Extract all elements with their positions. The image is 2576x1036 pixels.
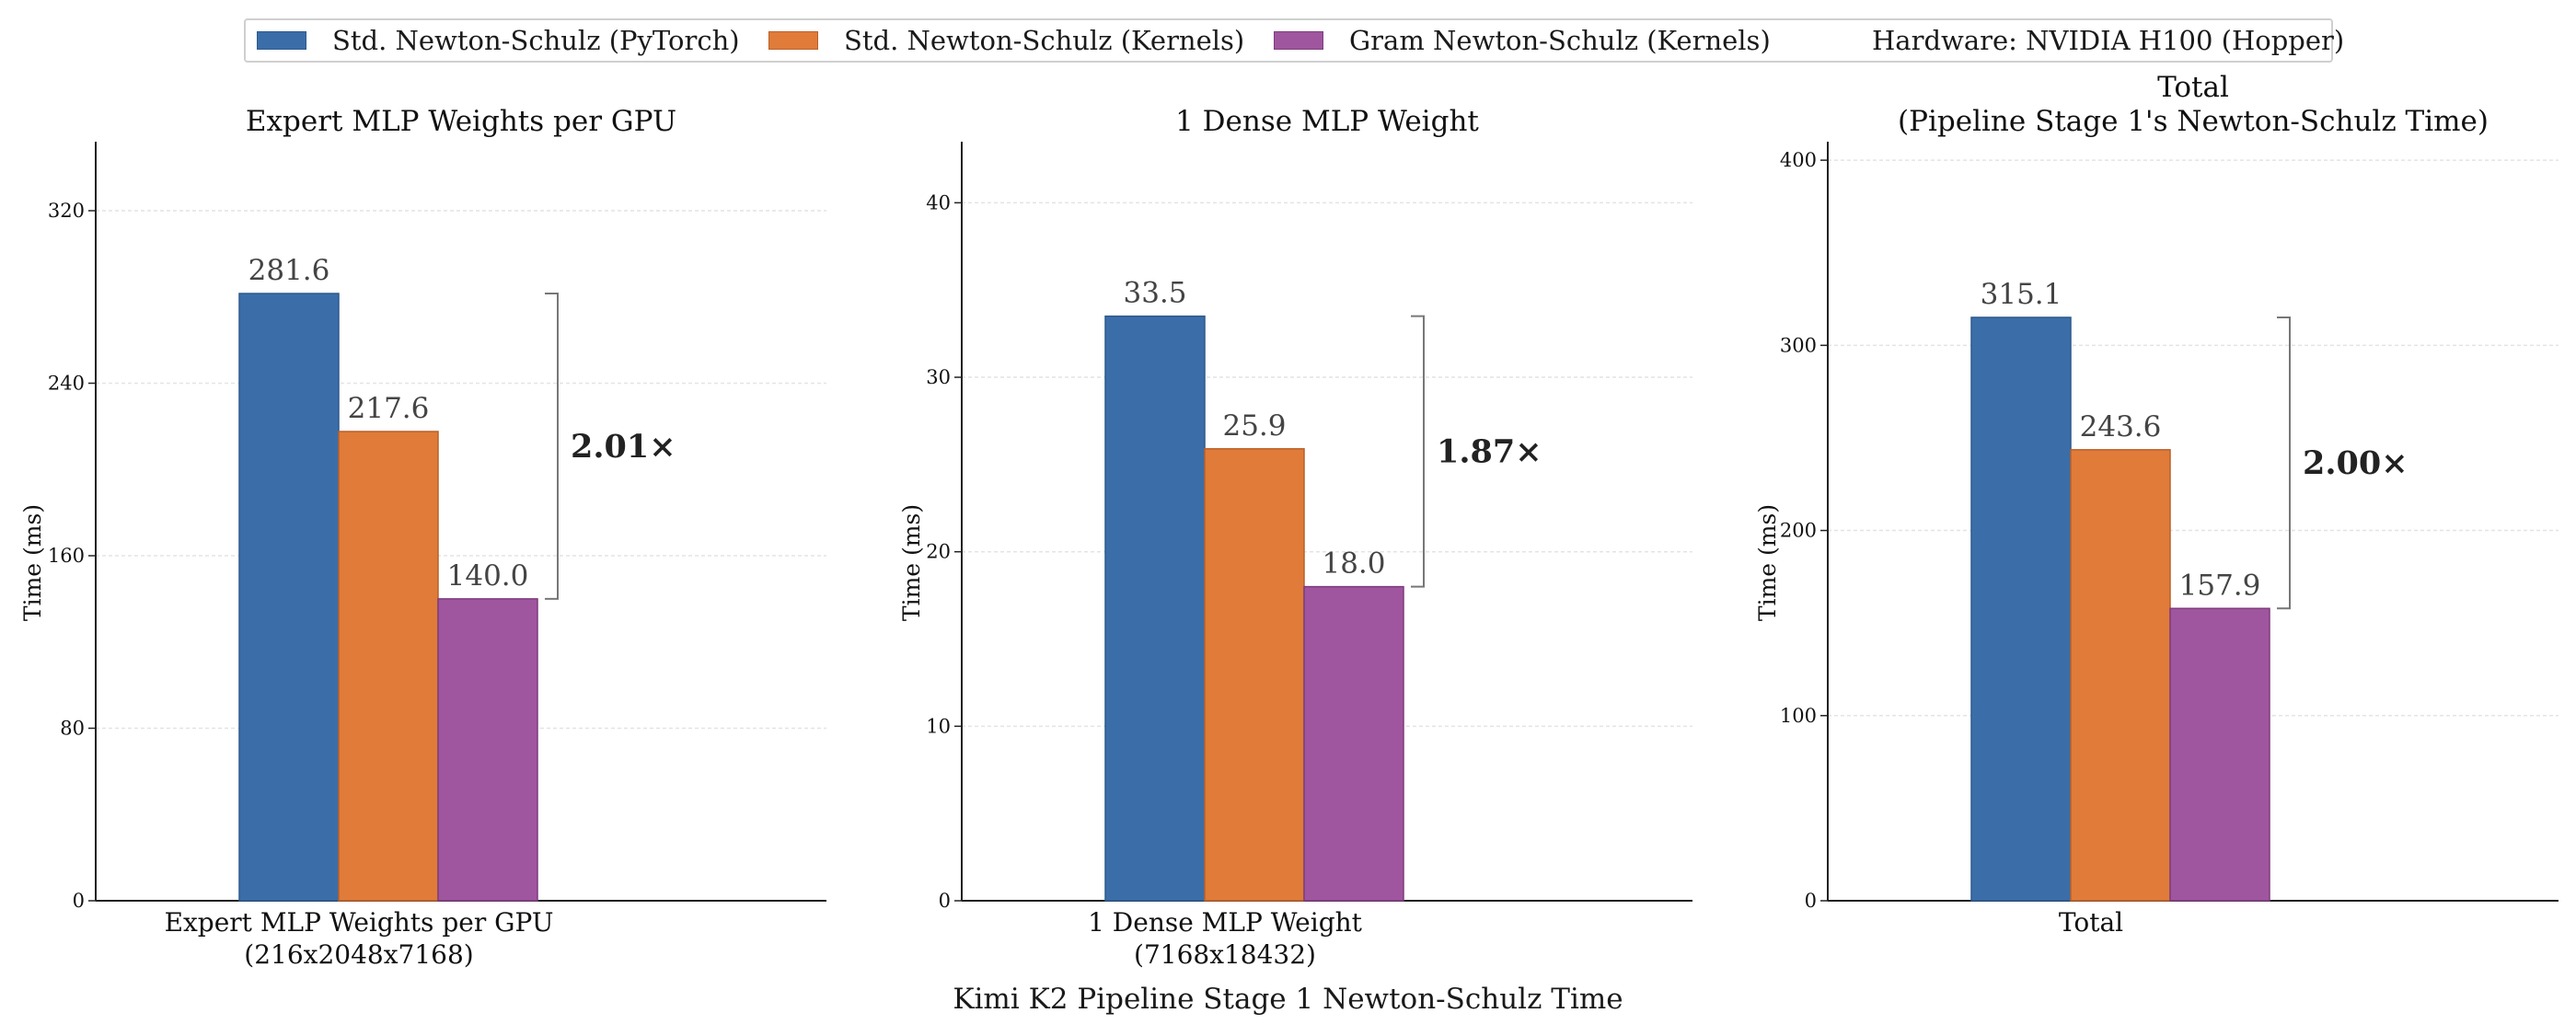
panel1-ytick-label: 0 — [73, 890, 85, 912]
panel3-bar-pytorch — [1970, 317, 2072, 902]
panel3-ytick-label: 200 — [1780, 520, 1817, 542]
panel1-bar-gram — [437, 598, 538, 902]
panel3-data-label-pytorch: 315.1 — [1981, 278, 2062, 311]
panel1-ylabel: Time (ms) — [19, 504, 46, 621]
panel2-category-label: (7168x18432) — [1134, 939, 1316, 970]
panel2-ytick-label: 40 — [926, 191, 951, 213]
legend-item-kernels: Std. Newton-Schulz (Kernels) — [768, 20, 1244, 61]
panel2-ylabel: Time (ms) — [898, 504, 925, 621]
legend-item-pytorch: Std. Newton-Schulz (PyTorch) — [257, 20, 740, 61]
panel1-bar-kernels — [338, 431, 439, 902]
panel1-data-label-pytorch: 281.6 — [248, 254, 330, 287]
panel1-title: Expert MLP Weights per GPU — [246, 105, 676, 138]
panel2-speedup-label: 1.87× — [1437, 433, 1542, 471]
figure-title: Kimi K2 Pipeline Stage 1 Newton-Schulz T… — [953, 983, 1623, 1016]
legend-swatch-gram — [1274, 31, 1323, 50]
panel2-ytick-label: 30 — [926, 366, 951, 388]
panel3-ytick-label: 0 — [1805, 890, 1817, 912]
panel2-ytick-label: 20 — [926, 541, 951, 563]
panel1-category-label: (216x2048x7168) — [244, 939, 473, 970]
panel3-title: (Pipeline Stage 1's Newton-Schulz Time) — [1898, 105, 2489, 138]
panel3-data-label-kernels: 243.6 — [2080, 410, 2162, 443]
panel3-ytick-label: 100 — [1780, 705, 1817, 727]
panel3-speedup-bracket — [2277, 316, 2291, 610]
panel3-speedup-label: 2.00× — [2303, 444, 2409, 482]
legend-swatch-pytorch — [257, 31, 306, 50]
panel3-ylabel: Time (ms) — [1754, 504, 1781, 621]
panel1-category-label: Expert MLP Weights per GPU — [165, 907, 554, 938]
hardware-label: Hardware: NVIDIA H100 (Hopper) — [1872, 25, 2345, 56]
panel3-ytick-label: 400 — [1780, 149, 1817, 171]
panel3-bar-kernels — [2070, 449, 2171, 902]
panel2-category-label: 1 Dense MLP Weight — [1088, 907, 1363, 938]
panel3-bar-gram — [2169, 607, 2270, 902]
panel2-data-label-kernels: 25.9 — [1222, 409, 1286, 443]
legend-swatch-kernels — [768, 31, 818, 50]
legend-label-kernels: Std. Newton-Schulz (Kernels) — [844, 25, 1245, 56]
panel3-title: Total — [2157, 71, 2229, 104]
panel1-ytick-label: 80 — [60, 718, 85, 740]
panel1-data-label-kernels: 217.6 — [348, 392, 430, 425]
panel2-title: 1 Dense MLP Weight — [1175, 105, 1479, 138]
legend: Std. Newton-Schulz (PyTorch) Std. Newton… — [244, 18, 2344, 63]
legend-label-gram: Gram Newton-Schulz (Kernels) — [1349, 25, 1771, 56]
panel1-speedup-bracket — [545, 293, 559, 600]
panel2-bar-gram — [1303, 585, 1404, 902]
panel2-data-label-pytorch: 33.5 — [1123, 277, 1186, 310]
panel1-ytick-label: 160 — [48, 545, 85, 567]
panel3-data-label-gram: 157.9 — [2179, 569, 2261, 602]
panel2-ytick-label: 10 — [926, 715, 951, 737]
panel3-category-label: Total — [2059, 907, 2123, 938]
panel1-ytick-label: 320 — [48, 200, 85, 222]
panel2-ytick-label: 0 — [939, 890, 951, 912]
legend-label-pytorch: Std. Newton-Schulz (PyTorch) — [332, 25, 740, 56]
panel1-data-label-gram: 140.0 — [447, 559, 529, 593]
panel1-speedup-label: 2.01× — [571, 428, 676, 466]
panel2-data-label-gram: 18.0 — [1322, 547, 1385, 581]
legend-item-gram: Gram Newton-Schulz (Kernels) — [1274, 20, 1771, 61]
panel2-bar-kernels — [1204, 448, 1305, 902]
panel3-ytick-label: 300 — [1780, 334, 1817, 356]
panel1-ytick-label: 240 — [48, 373, 85, 395]
panel2-speedup-bracket — [1411, 315, 1425, 588]
legend-hardware-note: Hardware: NVIDIA H100 (Hopper) — [1872, 20, 2344, 61]
panel1-bar-pytorch — [238, 293, 340, 902]
panel2-bar-pytorch — [1104, 315, 1206, 902]
